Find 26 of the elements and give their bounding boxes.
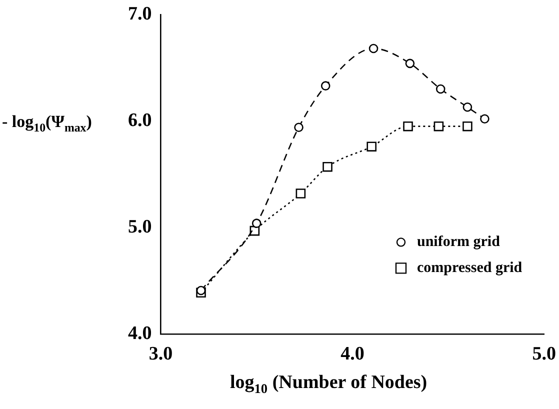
point	[320, 81, 330, 90]
y-tick-label: 7.0	[128, 3, 152, 24]
y-axis-title: - log$_{10}$(Ψ$_{max}$)	[2, 112, 92, 136]
x-axis-title: log$_{10}$ (Number of Nodes)	[230, 372, 428, 397]
point	[294, 122, 304, 132]
x-tick-label: 3.0	[148, 344, 173, 365]
point	[403, 121, 413, 132]
point	[462, 121, 472, 132]
y-tick-label: 6.0	[128, 110, 152, 131]
point	[196, 286, 206, 296]
x-tick-label: 4.0	[340, 344, 364, 365]
point	[462, 102, 472, 112]
y-tick-label: 4.0	[128, 323, 152, 344]
point	[296, 188, 306, 198]
point	[322, 162, 332, 172]
point	[405, 58, 415, 68]
point	[434, 121, 444, 132]
point	[436, 84, 446, 94]
legend-label: compressed grid	[416, 260, 523, 276]
point	[480, 114, 490, 124]
point	[368, 44, 378, 54]
legend-label: uniform grid	[416, 234, 501, 250]
point	[366, 142, 376, 152]
x-tick-label: 5.0	[532, 344, 556, 365]
point	[252, 218, 262, 228]
y-tick-label: 5.0	[128, 216, 152, 238]
